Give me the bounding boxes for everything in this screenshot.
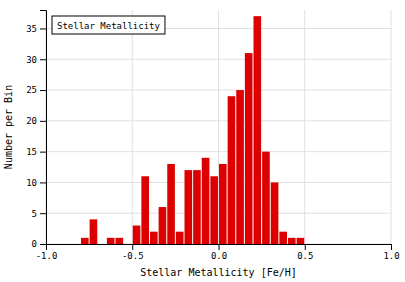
bar <box>107 238 115 244</box>
y-axis: 0 5 10 15 20 25 30 35 <box>26 11 46 250</box>
tick-label: 35 <box>26 24 37 34</box>
bar <box>288 238 296 244</box>
tick: 0.0 <box>211 244 227 261</box>
tick: 15 <box>26 147 46 157</box>
tick-label: -0.5 <box>122 251 144 261</box>
tick: 35 <box>26 24 46 34</box>
bar <box>271 182 279 244</box>
bar <box>210 176 218 244</box>
bar <box>124 244 132 245</box>
tick-mark <box>219 244 220 250</box>
bar <box>262 152 270 244</box>
x-axis-title: Stellar Metallicity [Fe/H] <box>140 267 297 278</box>
tick-mark <box>40 213 46 214</box>
tick-mark <box>40 28 46 29</box>
grid-line-x <box>218 10 219 244</box>
tick-mark <box>40 152 46 153</box>
grid-line-y <box>46 151 391 152</box>
tick: 0 <box>32 239 46 249</box>
tick-mark <box>391 244 392 250</box>
grid-line-y <box>46 213 391 214</box>
tick: 5 <box>32 209 46 219</box>
tick: 1.0 <box>383 244 399 261</box>
bar <box>245 53 253 244</box>
tick-label: -1.0 <box>36 251 58 261</box>
tick: 20 <box>26 116 46 126</box>
tick-mark <box>40 182 46 183</box>
tick-label: 10 <box>26 178 37 188</box>
bar <box>141 176 149 244</box>
grid-line-x <box>391 10 392 244</box>
x-axis: -1.0 -0.5 0.0 0.5 1.0 <box>36 244 400 261</box>
tick-mark <box>40 90 46 91</box>
bar <box>98 244 106 245</box>
y-axis-title: Number per Bin <box>3 85 14 169</box>
grid-line-y <box>46 182 391 183</box>
bar <box>279 232 287 244</box>
tick-mark <box>40 59 46 60</box>
legend: Stellar Metallicity <box>52 16 165 34</box>
bar <box>193 170 201 244</box>
tick-label: 30 <box>26 55 37 65</box>
axis-line <box>40 11 47 245</box>
bar <box>167 164 175 244</box>
tick-label: 20 <box>26 116 37 126</box>
bar <box>116 238 124 244</box>
grid-line-x <box>304 10 305 244</box>
tick-label: 5 <box>32 209 37 219</box>
chart: -1.0 -0.5 0.0 0.5 1.0 0 5 10 15 20 25 30 35 Stellar M… <box>0 0 405 282</box>
bars <box>81 16 304 244</box>
tick: -1.0 <box>36 244 58 261</box>
bar <box>150 232 158 244</box>
legend-entry: Stellar Metallicity <box>57 21 161 31</box>
tick-mark <box>132 244 133 250</box>
tick: -0.5 <box>122 244 144 261</box>
bar <box>133 226 141 244</box>
bar <box>297 238 305 244</box>
tick: 25 <box>26 85 46 95</box>
tick: 30 <box>26 55 46 65</box>
bar <box>254 16 262 244</box>
grid-line-y <box>46 59 391 60</box>
bar <box>176 232 184 244</box>
grid <box>46 10 391 244</box>
tick: 10 <box>26 178 46 188</box>
bar <box>236 90 244 244</box>
bar <box>202 158 210 244</box>
tick-label: 1.0 <box>383 251 399 261</box>
axis-line <box>47 245 392 251</box>
tick-label: 0.5 <box>297 251 313 261</box>
tick-mark <box>40 244 46 245</box>
legend-box <box>52 16 165 34</box>
tick-label: 0 <box>32 239 37 249</box>
bar <box>159 207 167 244</box>
tick-mark <box>305 244 306 250</box>
grid-line-x <box>132 10 133 244</box>
tick-mark <box>40 121 46 122</box>
grid-line-y <box>46 90 391 91</box>
bar <box>185 170 193 244</box>
bar <box>219 164 227 244</box>
bar <box>228 96 236 244</box>
tick-label: 25 <box>26 85 37 95</box>
tick-label: 0.0 <box>211 251 227 261</box>
bar <box>90 219 98 244</box>
bar <box>81 238 89 244</box>
tick: 0.5 <box>297 244 313 261</box>
grid-line-y <box>46 120 391 121</box>
tick-label: 15 <box>26 147 37 157</box>
